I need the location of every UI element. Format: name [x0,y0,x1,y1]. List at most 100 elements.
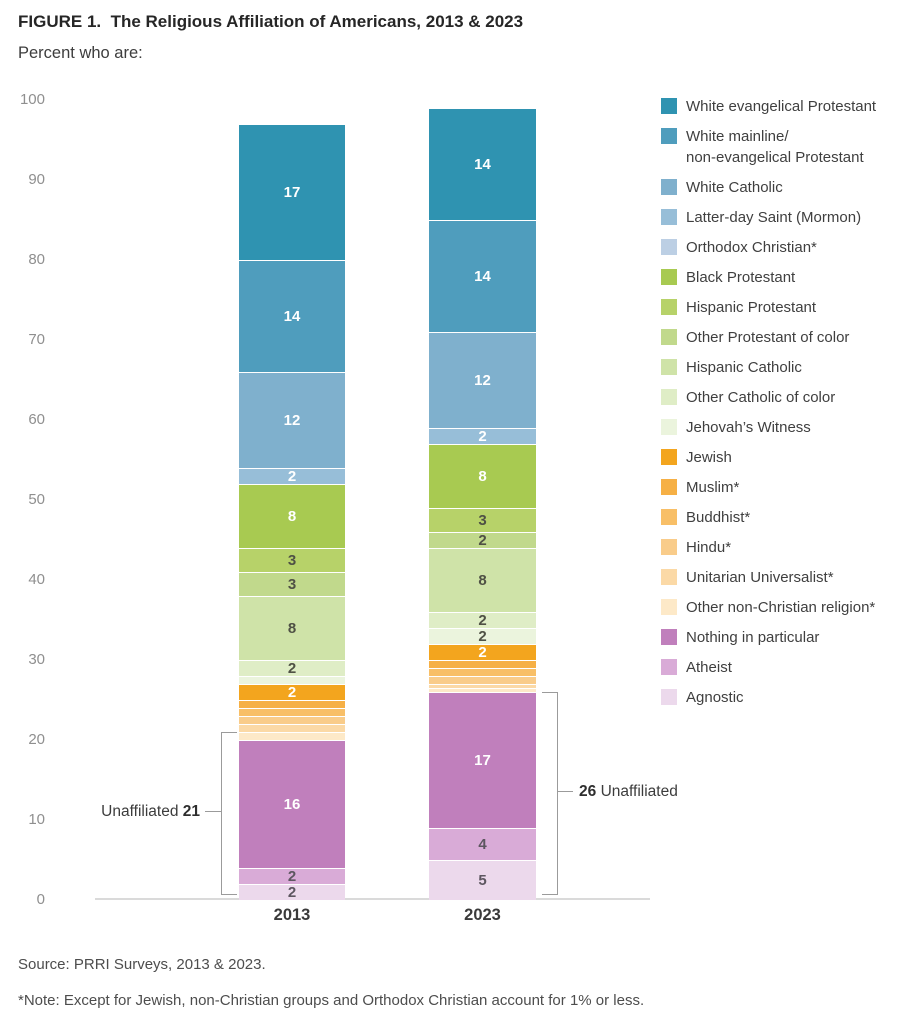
y-tick-label: 70 [28,331,45,348]
legend-label: Black Protestant [686,269,796,286]
y-tick-label: 10 [28,811,45,828]
segment-nothing-in-particular-2023: 17 [429,692,536,828]
segment-other-protestant-of-color-2013: 3 [239,572,345,596]
segment-agnostic-2023: 5 [429,860,536,900]
legend-swatch [661,659,677,675]
segment-value-label: 2 [478,644,487,661]
segment-black-protestant-2013: 8 [239,484,345,548]
note-text: *Note: Except for Jewish, non-Christian … [18,992,645,1009]
segment-jehovah-s-witness-2023: 2 [429,628,536,644]
legend-swatch [661,629,677,645]
segment-latter-day-saint-mormon-2013: 2 [239,468,345,484]
legend-label: Buddhist* [686,509,751,526]
segment-other-non-christian-religion-2013 [239,732,345,740]
segment-value-label: 8 [478,468,487,485]
legend-swatch [661,569,677,585]
legend-swatch [661,98,677,114]
legend-item-jewish: Jewish [661,447,913,468]
segment-hispanic-protestant-2013: 3 [239,548,345,572]
legend-swatch [661,269,677,285]
legend-label: Hispanic Catholic [686,359,802,376]
legend-label: Other Catholic of color [686,389,836,406]
legend-label: White mainline/ non-evangelical Protesta… [686,128,864,166]
segment-unitarian-universalist-2013 [239,724,345,732]
segment-value-label: 2 [478,612,487,629]
segment-value-label: 2 [478,532,487,549]
legend-item-jehovah-s-witness: Jehovah’s Witness [661,417,913,438]
legend-label: Jewish [686,449,732,466]
legend-item-muslim: Muslim* [661,477,913,498]
y-tick-label: 60 [28,411,45,428]
figure-subtitle: Percent who are: [18,44,143,62]
unaffiliated-connector-2013 [205,811,221,812]
segment-value-label: 12 [474,372,491,389]
source-text: Source: PRRI Surveys, 2013 & 2023. [18,956,266,973]
y-tick-label: 20 [28,731,45,748]
segment-atheist-2013: 2 [239,868,345,884]
segment-other-protestant-of-color-2023: 2 [429,532,536,548]
segment-value-label: 12 [283,412,301,429]
figure-title: FIGURE 1. The Religious Affiliation of A… [18,12,524,31]
y-tick-label: 100 [19,91,45,108]
segment-other-non-christian-religion-2023 [429,688,536,692]
legend-swatch [661,209,677,225]
legend-label: Atheist [686,659,732,676]
segment-white-evangelical-protestant-2013: 17 [239,124,345,260]
legend-item-hispanic-protestant: Hispanic Protestant [661,297,913,318]
segment-value-label: 4 [478,836,487,853]
y-tick-label: 50 [28,491,45,508]
legend-swatch [661,509,677,525]
segment-value-label: 2 [287,468,297,485]
legend-label: Other non-Christian religion* [686,599,876,616]
y-tick-label: 80 [28,251,45,268]
legend-label: Muslim* [686,479,740,496]
segment-value-label: 16 [283,796,301,813]
unaffiliated-bracket-2023 [542,692,558,895]
y-tick-label: 90 [28,171,45,188]
segment-jehovah-s-witness-2013 [239,676,345,684]
segment-value-label: 14 [474,268,491,285]
legend-swatch [661,599,677,615]
legend-item-other-non-christian-religion: Other non-Christian religion* [661,597,913,618]
legend-item-agnostic: Agnostic [661,687,913,708]
segment-latter-day-saint-mormon-2023: 2 [429,428,536,444]
segment-value-label: 17 [474,752,491,769]
segment-value-label: 2 [287,684,297,701]
legend-swatch [661,239,677,255]
y-tick-label: 0 [36,891,45,908]
legend-label: Agnostic [686,689,744,706]
y-tick-label: 30 [28,651,45,668]
legend-label: Latter-day Saint (Mormon) [686,209,862,226]
segment-white-catholic-2023: 12 [429,332,536,428]
segment-muslim-2023 [429,660,536,668]
unaffiliated-annotation-2023: 26 Unaffiliated [579,783,678,801]
legend-item-latter-day-saint-mormon: Latter-day Saint (Mormon) [661,207,913,228]
legend-item-hindu: Hindu* [661,537,913,558]
y-tick-label: 40 [28,571,45,588]
segment-buddhist-2023 [429,668,536,676]
unaffiliated-bracket-2013 [221,732,237,895]
segment-value-label: 2 [478,428,487,445]
segment-other-catholic-of-color-2013: 2 [239,660,345,676]
segment-buddhist-2013 [239,708,345,716]
x-axis-line [95,898,650,900]
legend-label: White Catholic [686,179,783,196]
legend-label: Hindu* [686,539,732,556]
segment-value-label: 8 [478,572,487,589]
legend-item-other-protestant-of-color: Other Protestant of color [661,327,913,348]
annotation-value: 26 [579,783,597,800]
legend-item-other-catholic-of-color: Other Catholic of color [661,387,913,408]
segment-hispanic-catholic-2023: 8 [429,548,536,612]
legend-swatch [661,539,677,555]
annotation-label: Unaffiliated [600,783,678,800]
segment-value-label: 17 [283,184,301,201]
segment-jewish-2013: 2 [239,684,345,700]
segment-value-label: 3 [287,552,297,569]
legend-swatch [661,359,677,375]
segment-agnostic-2013: 2 [239,884,345,900]
segment-hindu-2013 [239,716,345,724]
segment-other-catholic-of-color-2023: 2 [429,612,536,628]
legend-item-orthodox-christian: Orthodox Christian* [661,237,913,258]
segment-white-evangelical-protestant-2023: 14 [429,108,536,220]
